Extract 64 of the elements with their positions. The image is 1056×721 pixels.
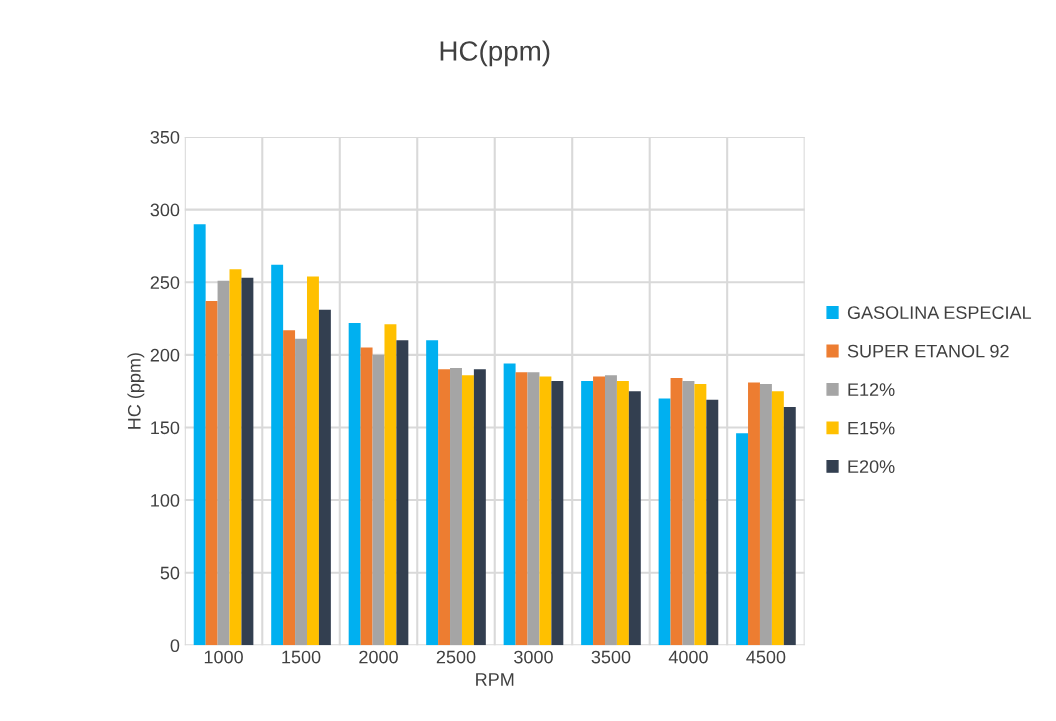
bar <box>271 264 284 646</box>
bar <box>551 380 564 646</box>
bar <box>229 269 242 646</box>
bar <box>283 330 296 646</box>
bar <box>396 340 409 646</box>
bar <box>670 378 683 646</box>
bar <box>503 363 516 646</box>
legend-label: E20% <box>848 460 895 473</box>
y-tick-label: 150 <box>151 421 180 435</box>
bar <box>527 372 540 646</box>
bar <box>241 277 254 646</box>
x-tick-label: 4500 <box>746 650 786 664</box>
bar <box>217 280 230 646</box>
bar <box>736 433 749 646</box>
legend-label: E12% <box>848 383 895 396</box>
legend-label: E15% <box>848 421 895 435</box>
bar <box>205 301 218 646</box>
bar <box>628 391 641 646</box>
bar <box>658 398 671 646</box>
bar <box>295 338 307 646</box>
bar <box>306 276 319 646</box>
bar <box>783 407 796 646</box>
bar <box>748 382 760 646</box>
bar <box>438 369 451 646</box>
y-tick-label: 300 <box>150 203 180 217</box>
x-tick-label: 3500 <box>591 650 631 664</box>
x-tick-label: 2000 <box>359 650 398 664</box>
bar <box>426 340 439 646</box>
bar <box>771 391 784 646</box>
bar <box>581 380 594 646</box>
y-axis-title: HC (ppm) <box>127 353 145 429</box>
x-tick-label: 1500 <box>282 650 321 664</box>
x-tick-label: 4000 <box>668 650 708 664</box>
y-tick-label: 250 <box>150 276 180 289</box>
bar <box>682 380 695 646</box>
bar <box>473 369 486 646</box>
x-tick-label: 3000 <box>514 650 553 664</box>
x-tick-label: 1000 <box>204 650 243 664</box>
bar <box>694 383 707 646</box>
bar <box>539 376 552 646</box>
chart-title: HC(ppm) <box>440 40 550 67</box>
y-tick-label: 100 <box>151 494 180 507</box>
y-tick-label: 0 <box>170 639 180 653</box>
legend-label: SUPER ETANOL 92 <box>847 344 1009 358</box>
bar <box>372 354 385 646</box>
y-tick-label: 350 <box>150 130 180 144</box>
bar <box>450 367 462 646</box>
x-axis-title: RPM <box>476 673 514 686</box>
y-tick-label: 50 <box>160 566 180 580</box>
bar <box>384 324 397 646</box>
bar <box>605 375 617 646</box>
bar <box>616 380 629 646</box>
bar <box>360 347 373 646</box>
bar <box>593 376 605 646</box>
legend-label: GASOLINA ESPECIAL <box>847 306 1032 319</box>
bar <box>461 375 474 646</box>
bar <box>759 383 772 646</box>
bar <box>318 309 331 646</box>
bar <box>193 224 206 646</box>
y-tick-label: 200 <box>150 348 180 362</box>
bar <box>706 399 719 646</box>
bar <box>515 372 528 646</box>
bar <box>348 322 361 646</box>
x-tick-label: 2500 <box>436 650 476 664</box>
